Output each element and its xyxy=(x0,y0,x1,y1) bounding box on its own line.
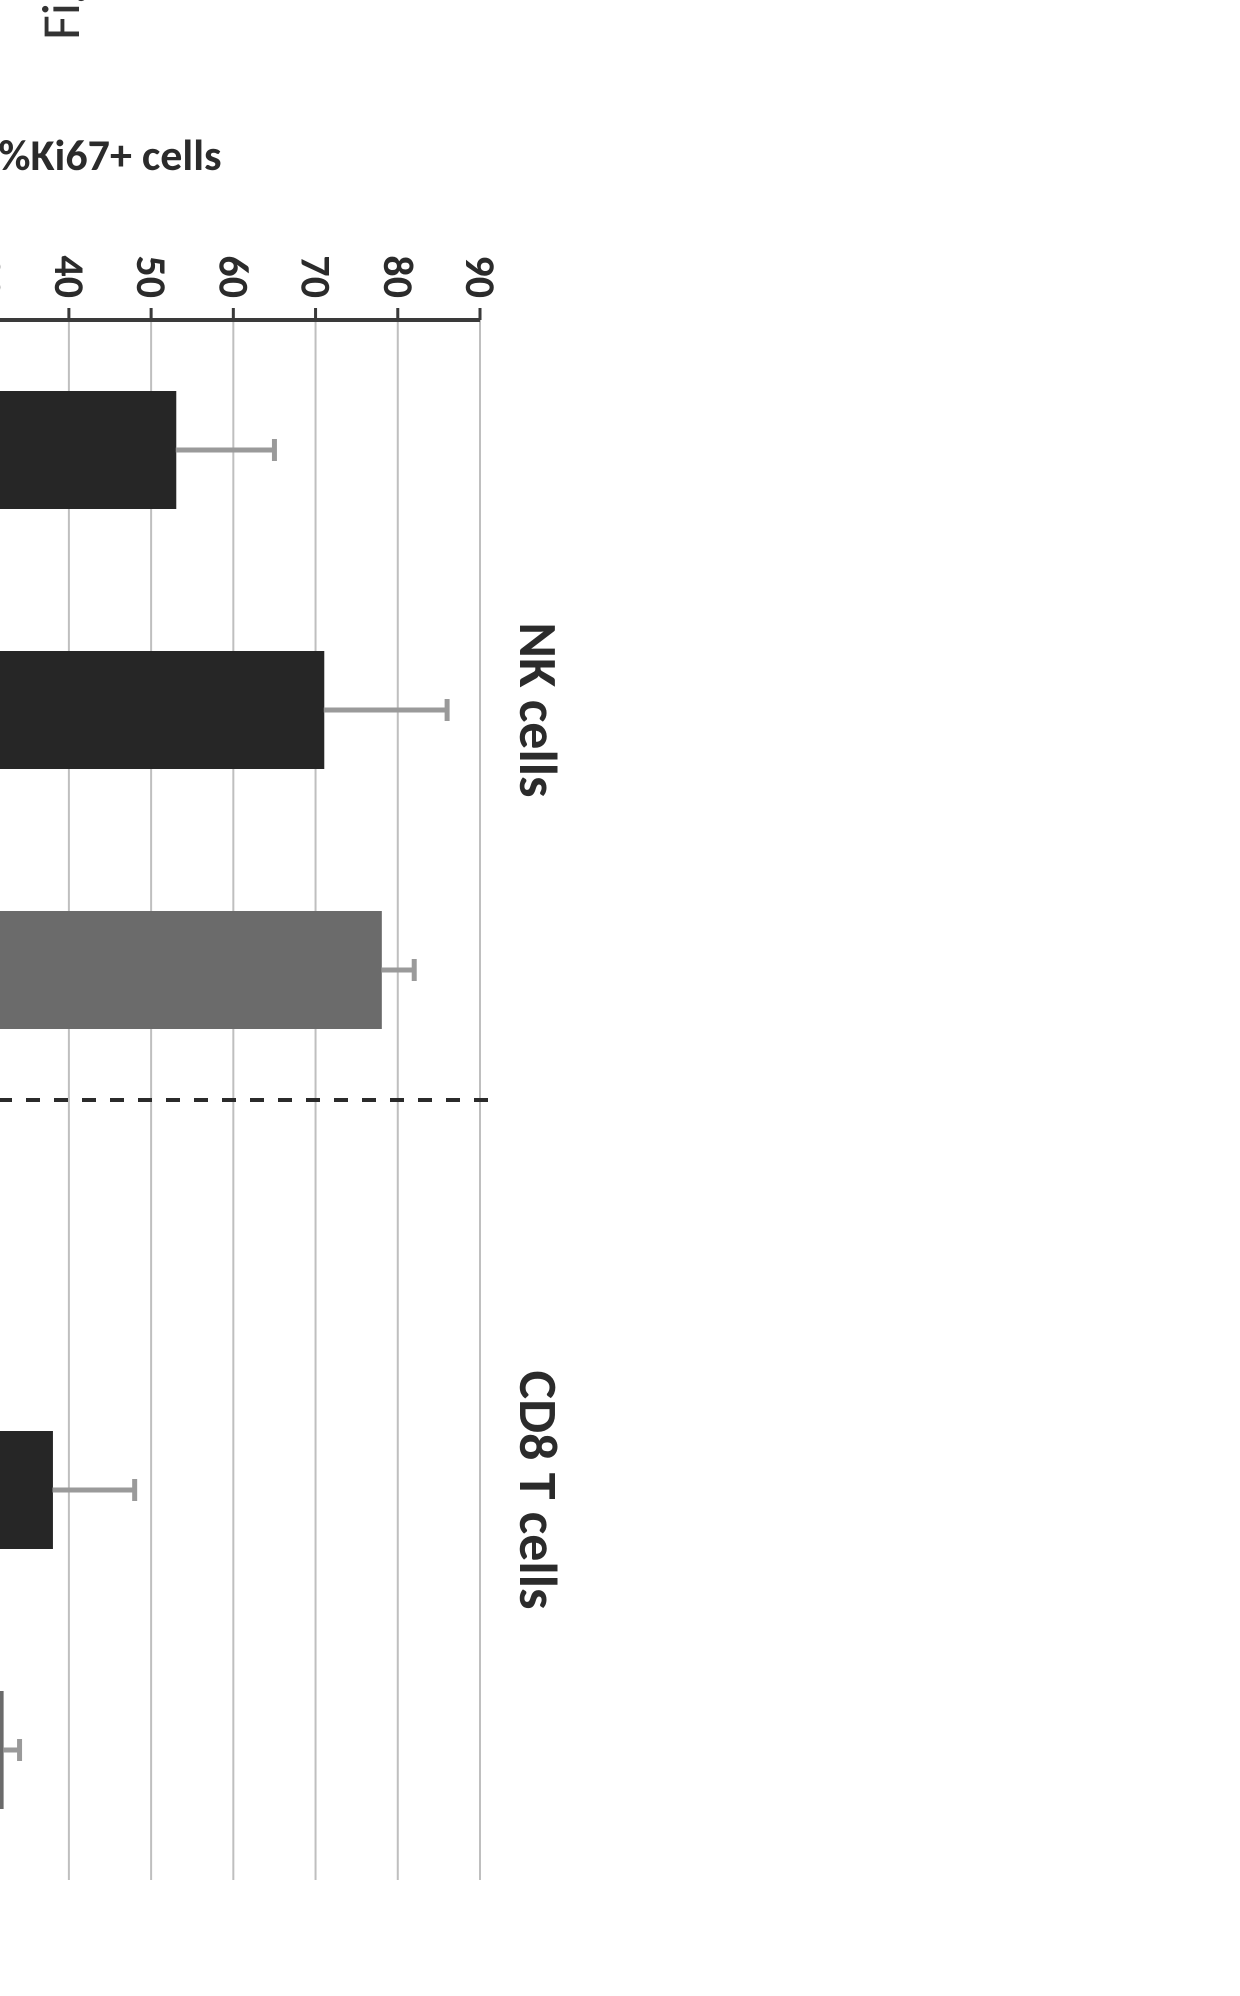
panel-title: NK cells xyxy=(505,622,571,797)
chart-rotated-wrapper: 0102030405060708090%Ki67+ cellsNK cells1… xyxy=(0,0,620,1996)
y-tick-label: 70 xyxy=(290,255,341,298)
bar-day5 xyxy=(0,1692,3,1809)
y-tick-label: 30 xyxy=(0,255,12,298)
bar-day5 xyxy=(0,652,324,769)
bar-day5 xyxy=(0,912,381,1029)
chart-svg: 0102030405060708090%Ki67+ cellsNK cells1… xyxy=(0,0,620,1996)
panel-title: CD8 T cells xyxy=(505,1371,571,1610)
y-tick-label: 60 xyxy=(207,255,258,298)
y-tick-label: 90 xyxy=(454,255,505,298)
bar-day5 xyxy=(0,392,176,509)
y-tick-label: 40 xyxy=(43,255,94,298)
y-tick-label: 50 xyxy=(125,255,176,298)
bar-day5 xyxy=(0,1432,52,1549)
y-axis-label: %Ki67+ cells xyxy=(0,128,222,182)
y-tick-label: 80 xyxy=(372,255,423,298)
page: Fig. 1 D 0102030405060708090%Ki67+ cells… xyxy=(0,0,1240,1996)
